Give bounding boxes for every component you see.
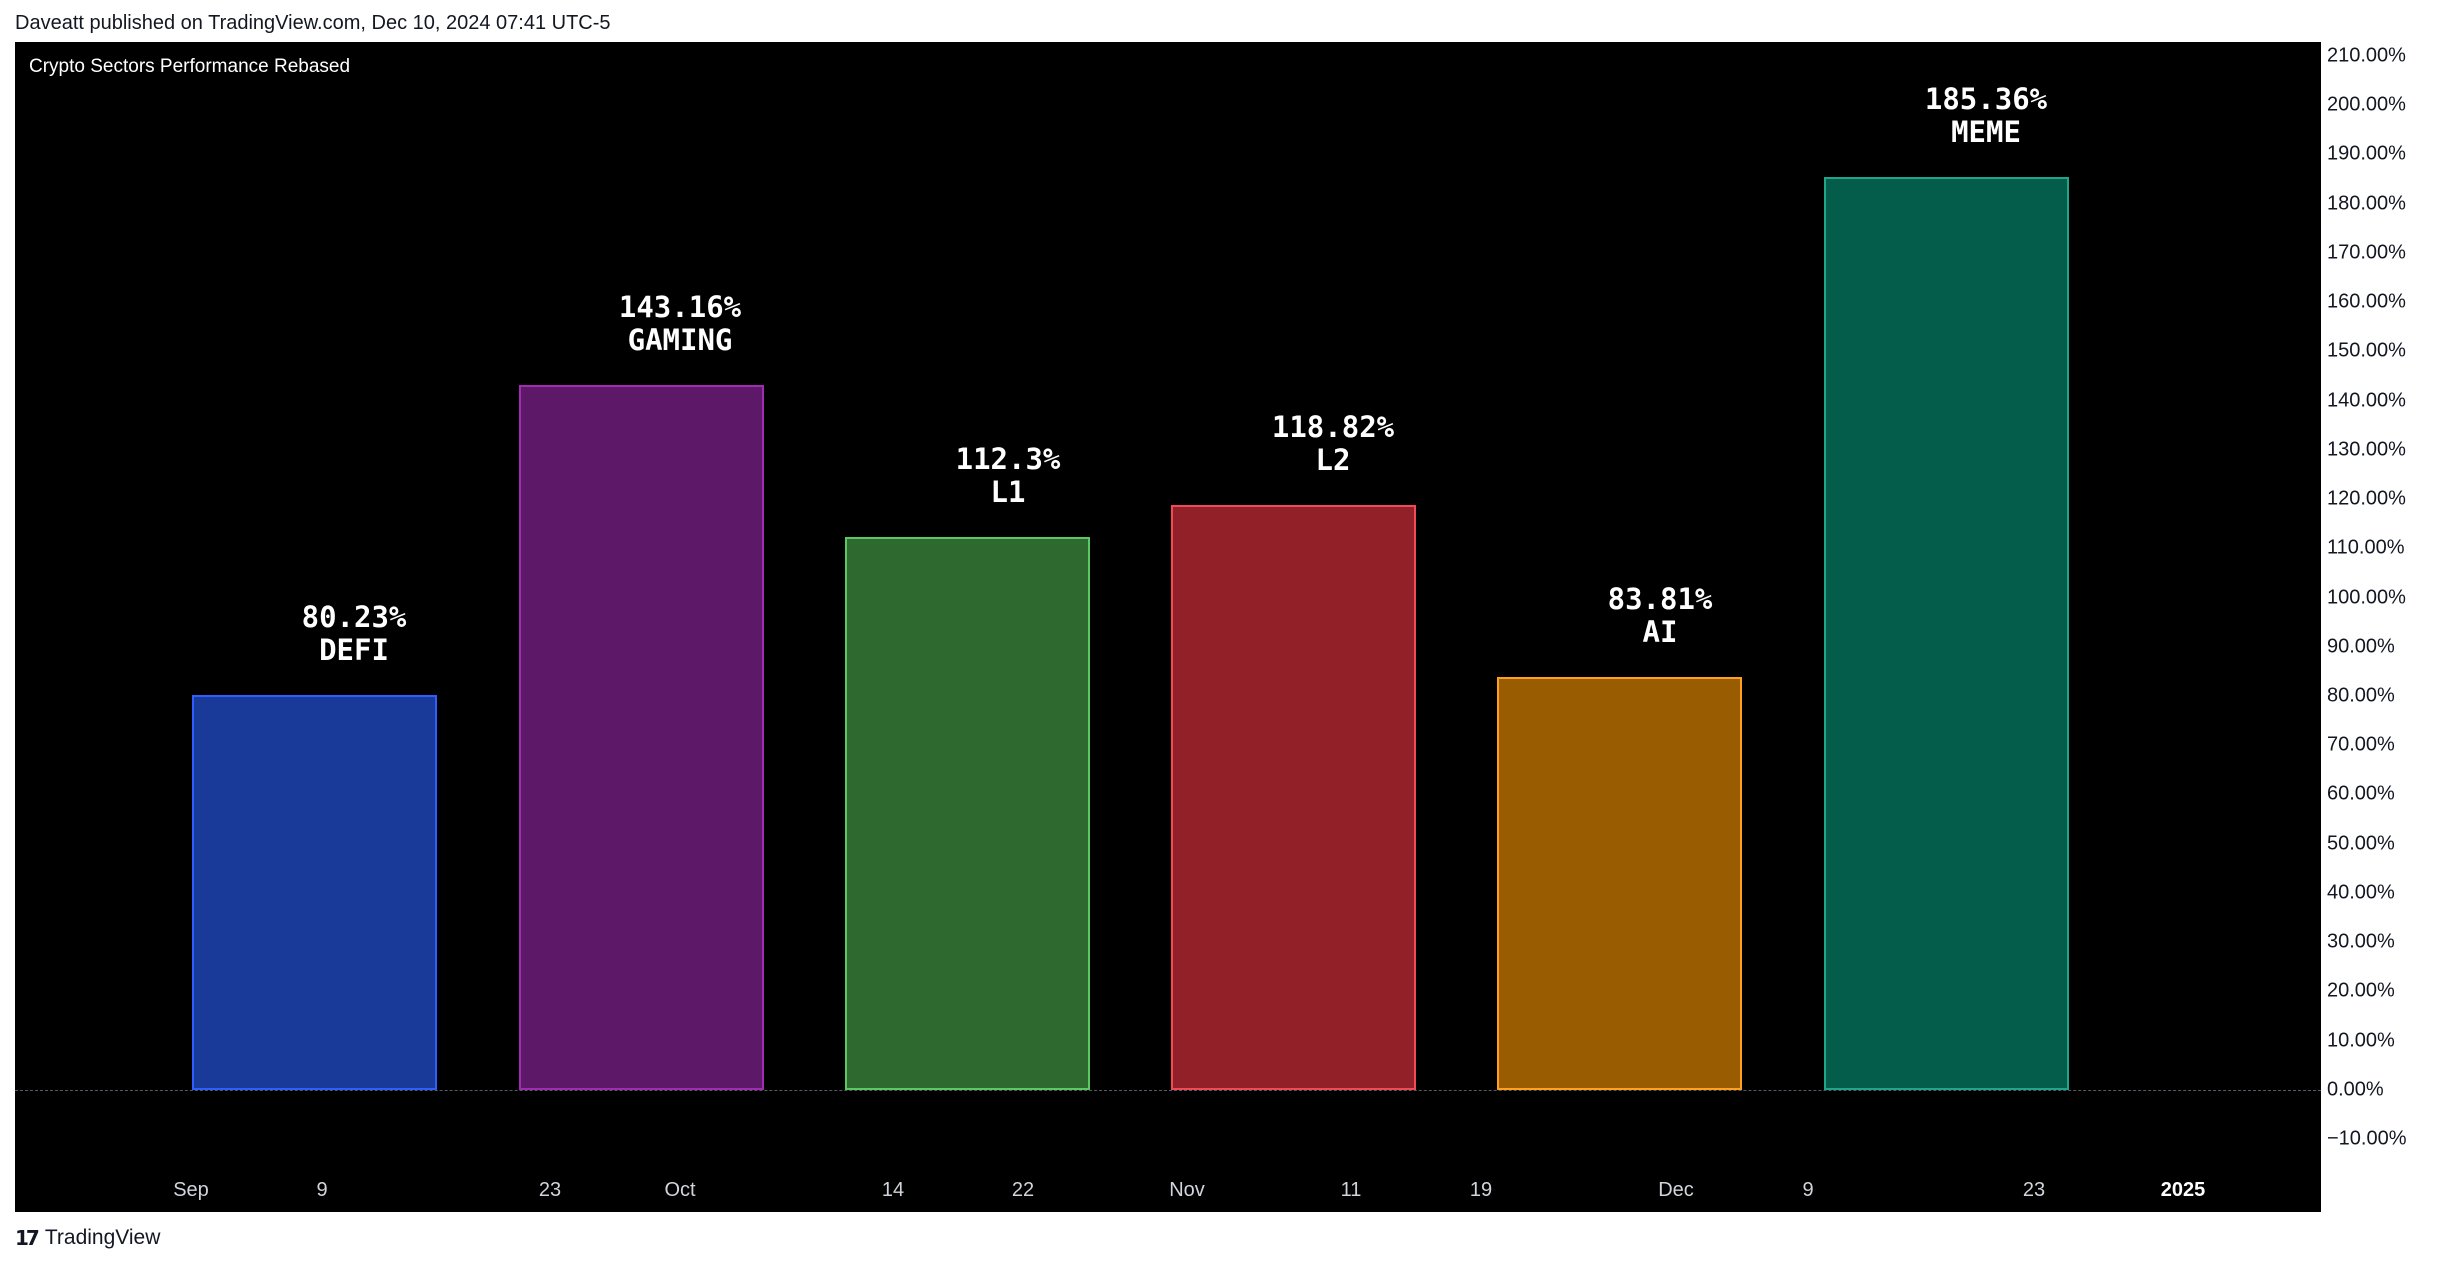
bar-meme [1824, 177, 2069, 1090]
bar-value-label: 143.16% [618, 290, 742, 325]
time-tick-label: Sep [173, 1179, 209, 1201]
price-tick-label: 40.00% [2327, 881, 2395, 904]
price-axis[interactable]: 210.00% 200.00% 190.00% 180.00% 170.00% 160.0… [2321, 42, 2436, 1212]
bar-ai [1497, 677, 1742, 1090]
price-tick-label: 130.00% [2327, 438, 2406, 461]
time-tick-label: Oct [664, 1179, 696, 1201]
price-tick-label: 0.00% [2327, 1078, 2384, 1101]
price-tick-label: 80.00% [2327, 684, 2395, 707]
bar-category-label: L1 [990, 474, 1026, 509]
price-tick-label: 70.00% [2327, 733, 2395, 756]
price-tick-label: 10.00% [2327, 1029, 2395, 1052]
bar-category-label: GAMING [627, 323, 733, 358]
chart-pane[interactable]: Crypto Sectors Performance Rebased 80.23… [15, 42, 2321, 1212]
tradingview-wordmark: TradingView [44, 1226, 161, 1249]
footer: 17 TradingView [15, 1226, 160, 1250]
bar-label-l2: 118.82% L2 [1271, 409, 1395, 477]
price-tick-label: 160.00% [2327, 290, 2406, 313]
price-tick-label: 140.00% [2327, 389, 2406, 412]
price-tick-label: 210.00% [2327, 44, 2406, 67]
price-tick-label: 20.00% [2327, 979, 2395, 1002]
publisher-line: Daveatt published on TradingView.com, De… [15, 12, 611, 34]
time-tick-label: 2025 [2160, 1179, 2206, 1201]
bar-value-label: 112.3% [955, 441, 1061, 476]
price-tick-label: 170.00% [2327, 241, 2406, 264]
bar-value-label: 83.81% [1607, 582, 1713, 617]
bar-category-label: MEME [1951, 115, 2021, 150]
bar-value-label: 185.36% [1924, 82, 2048, 117]
bar-l2 [1171, 504, 1416, 1090]
price-tick-label: 120.00% [2327, 487, 2406, 510]
price-tick-label: 30.00% [2327, 930, 2395, 953]
price-tick-label: 100.00% [2327, 586, 2406, 608]
bar-defi [192, 694, 437, 1090]
tradingview-logo-icon: 17 [15, 1226, 40, 1250]
price-tick-label: −10.00% [2327, 1127, 2407, 1150]
bar-label-l1: 112.3% L1 [955, 441, 1061, 509]
price-tick-label: 50.00% [2327, 832, 2395, 855]
price-tick-label: 190.00% [2327, 142, 2406, 165]
time-tick-label: 11 [1340, 1179, 1362, 1201]
zero-baseline [15, 1089, 2321, 1091]
time-tick-label: 23 [2022, 1179, 2046, 1201]
bar-label-ai: 83.81% AI [1608, 583, 1713, 649]
bar-label-gaming: 143.16% GAMING [619, 291, 741, 357]
bar-label-defi: 80.23% DEFI [301, 599, 407, 667]
time-tick-label: Nov [1169, 1179, 1205, 1201]
bar-l1 [845, 536, 1090, 1090]
price-tick-label: 200.00% [2327, 93, 2406, 116]
time-tick-label: 9 [316, 1179, 328, 1201]
bar-category-label: DEFI [319, 632, 389, 667]
bar-category-label: AI [1642, 615, 1678, 650]
price-tick-label: 150.00% [2327, 339, 2406, 362]
price-tick-label: 90.00% [2327, 635, 2395, 658]
bar-value-label: 80.23% [301, 599, 407, 634]
time-tick-label: 23 [538, 1179, 562, 1201]
time-tick-label: 19 [1469, 1179, 1493, 1201]
time-tick-label: 14 [881, 1179, 905, 1201]
bar-value-label: 118.82% [1271, 409, 1395, 444]
bar-label-meme: 185.36% MEME [1925, 83, 2047, 149]
price-tick-label: 180.00% [2327, 192, 2406, 215]
bar-category-label: L2 [1315, 442, 1351, 477]
time-axis[interactable]: Sep 9 23 Oct 14 22 Nov 11 19 Dec 9 23 2025 [15, 1167, 2321, 1212]
time-tick-label: 9 [1802, 1179, 1814, 1201]
time-tick-label: 22 [1011, 1179, 1035, 1201]
bar-gaming [519, 385, 764, 1090]
price-tick-label: 110.00% [2327, 536, 2405, 559]
price-tick-label: 60.00% [2327, 782, 2395, 805]
time-tick-label: Dec [1658, 1179, 1694, 1201]
chart-title: Crypto Sectors Performance Rebased [29, 56, 351, 77]
